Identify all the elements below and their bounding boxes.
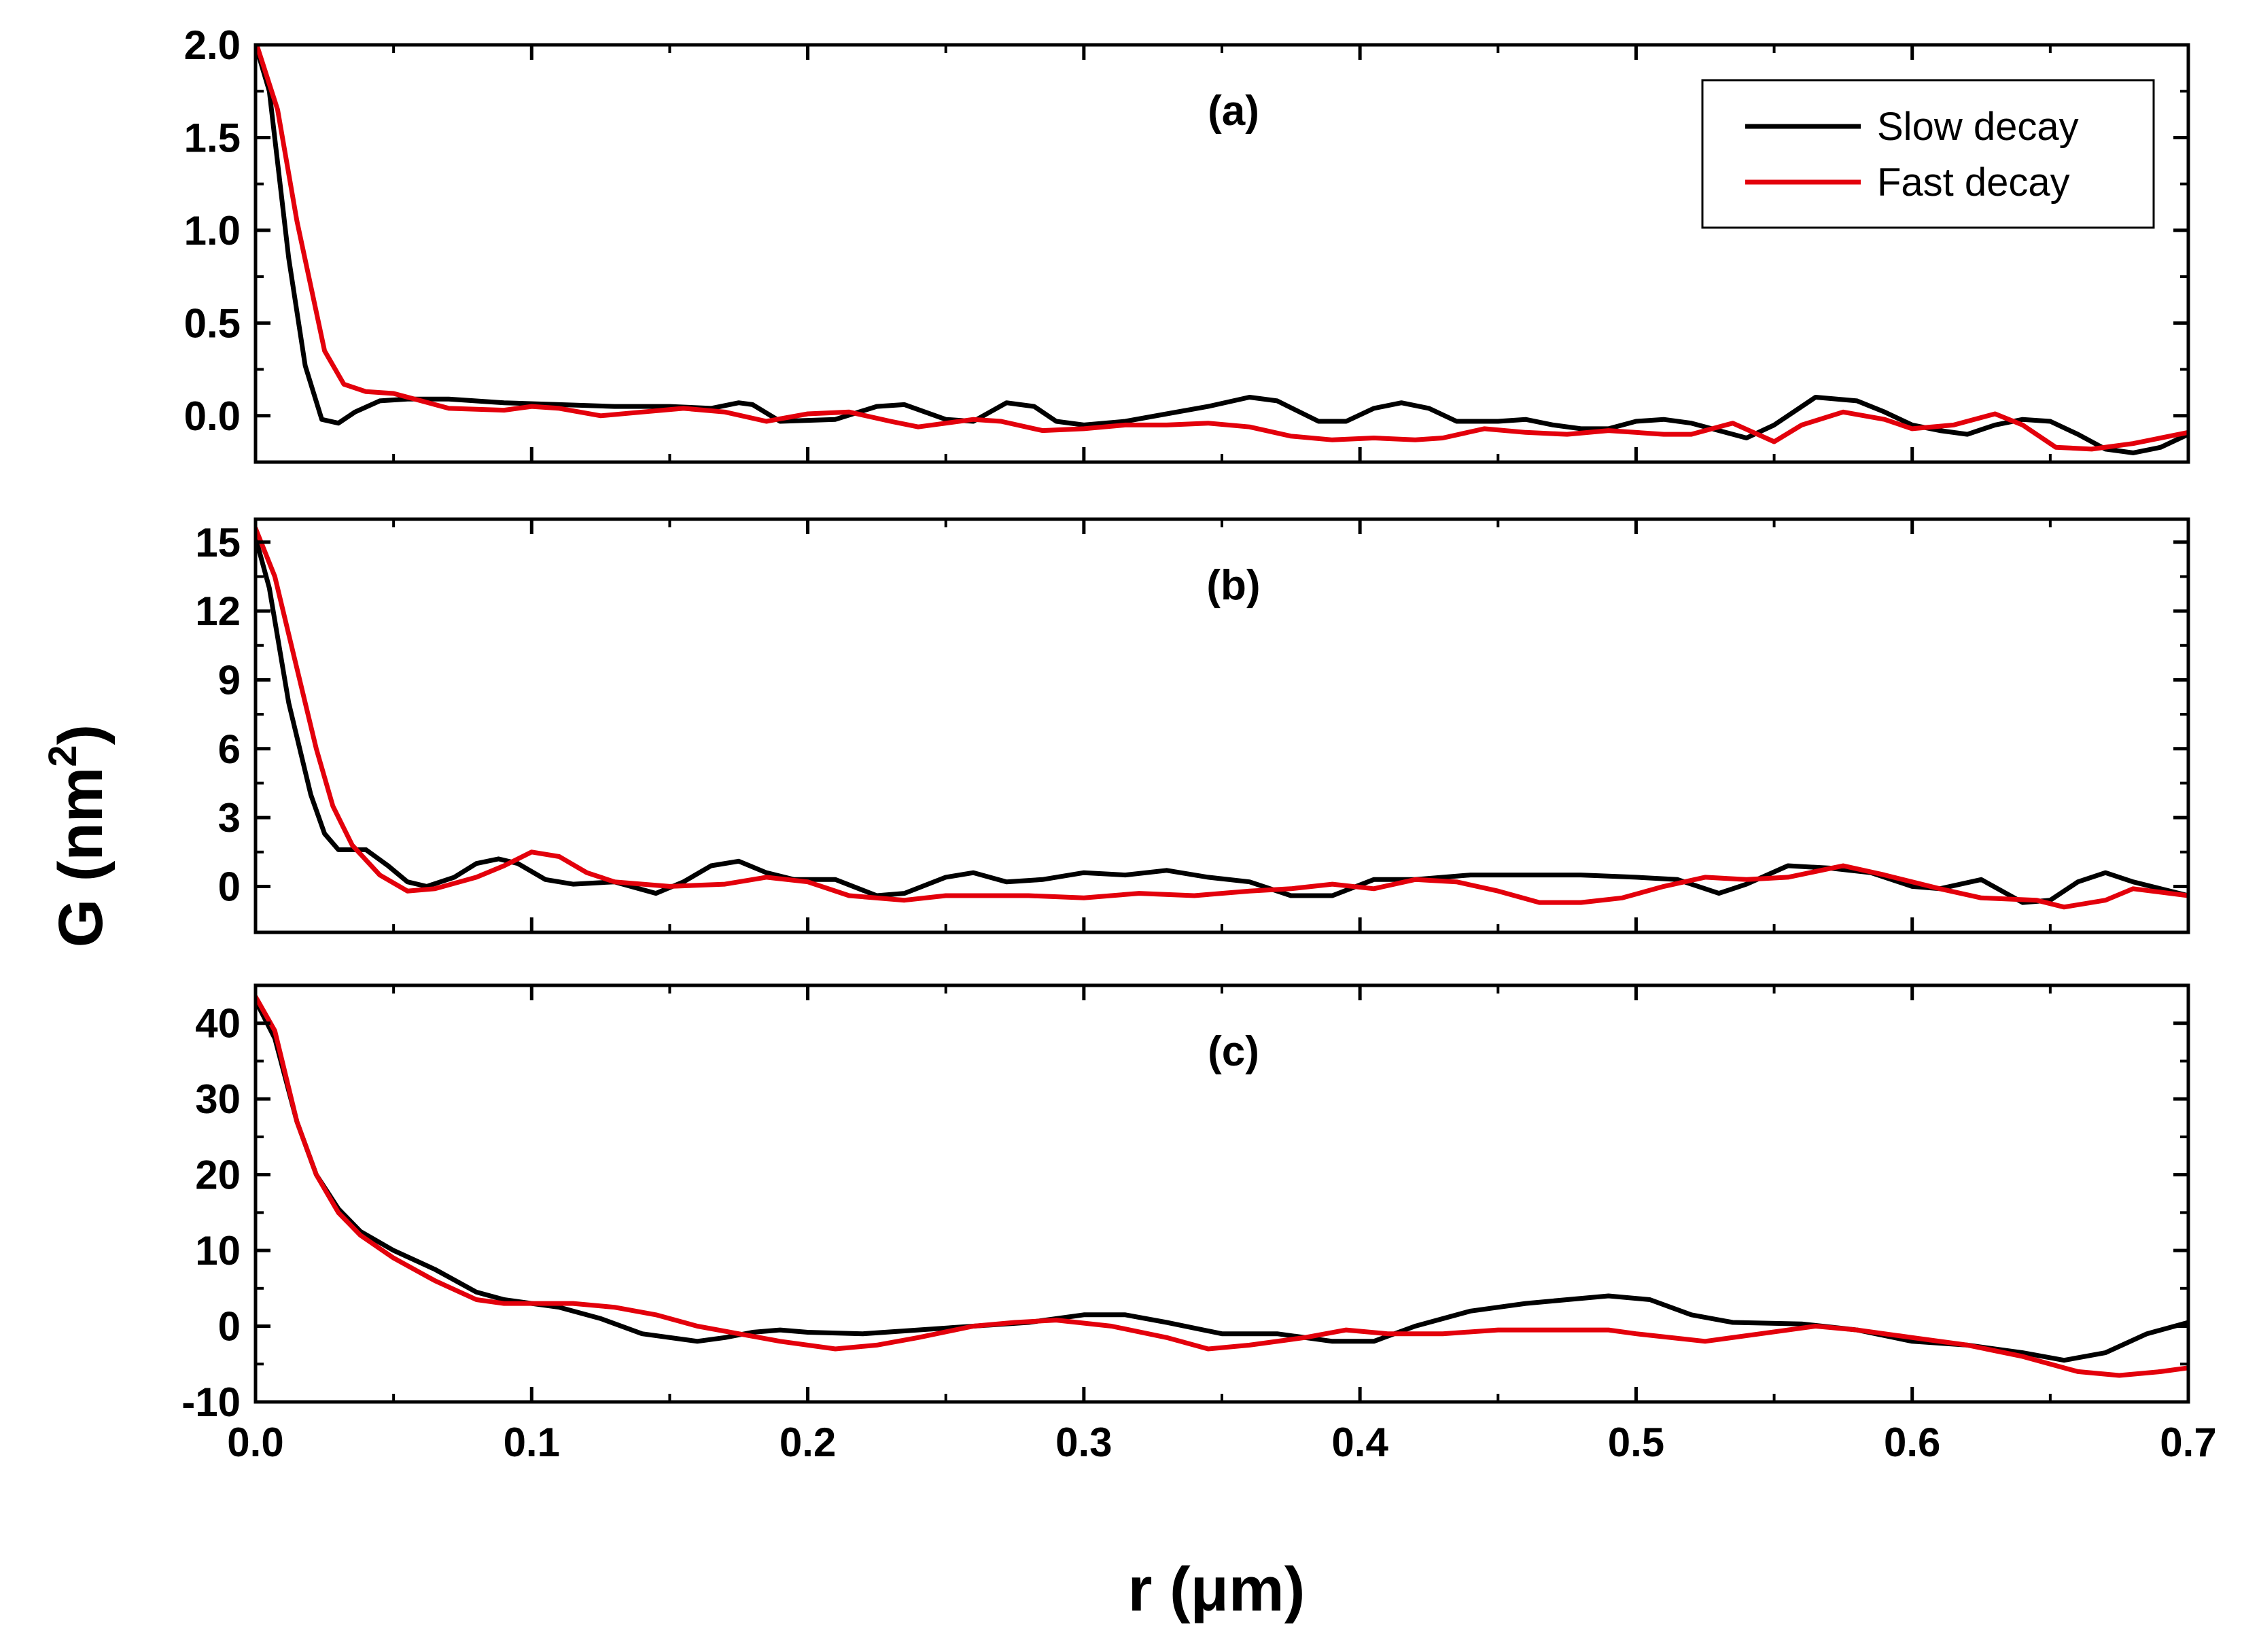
y-tick-label: 3 (218, 795, 241, 841)
y-tick-label: 12 (195, 588, 241, 634)
y-tick-label: 15 (195, 520, 241, 565)
panel-label: (c) (1208, 1028, 1259, 1075)
y-tick-label: 0.0 (184, 393, 241, 439)
series-line-slow-decay (256, 535, 2188, 905)
y-tick-label: 1.5 (184, 115, 241, 160)
series-line-fast-decay (256, 994, 2188, 1378)
panel-label: (b) (1206, 562, 1260, 609)
y-tick-label: 0 (218, 1304, 241, 1350)
panels: 0.0 0.5 1.0 1.5 2.0 (a) Slow decay Fast decay 0 3… (181, 22, 2216, 1465)
panel-2: -10 0 10 20 30 40 (c) 0.0 0.1 0.2 0.3 0.4 0.5 0.6 0.7 (181, 983, 2217, 1465)
y-tick-label: 10 (195, 1228, 241, 1273)
x-tick-label: 0.2 (780, 1420, 836, 1465)
panel-1: 0 3 6 9 12 15 (b) (195, 517, 2190, 934)
y-tick-label: 40 (195, 1001, 241, 1047)
y-axis-title-superscript: 2 (41, 745, 85, 767)
panel-label: (a) (1208, 88, 1259, 135)
y-tick-label: -10 (181, 1379, 241, 1425)
series-line-slow-decay (256, 45, 2188, 455)
y-tick-label: 9 (218, 657, 241, 703)
x-tick-label: 0.4 (1331, 1420, 1388, 1465)
legend-label: Fast decay (1877, 160, 2070, 205)
legend-label: Slow decay (1877, 105, 2079, 149)
y-tick-label: 2.0 (184, 22, 241, 68)
y-axis-title-close: ) (46, 724, 116, 745)
legend: Slow decay Fast decay (1701, 79, 2155, 229)
y-tick-label: 0.5 (184, 300, 241, 346)
y-tick-label: 20 (195, 1153, 241, 1198)
legend-box (1701, 79, 2155, 229)
y-tick-label: 1.0 (184, 208, 241, 253)
y-axis-title: G (nm2) (41, 724, 116, 948)
x-tick-label: 0.7 (2160, 1420, 2216, 1465)
series-line-fast-decay (256, 526, 2188, 910)
y-tick-label: 30 (195, 1076, 241, 1122)
x-tick-label: 0.5 (1608, 1420, 1664, 1465)
y-tick-label: 6 (218, 726, 241, 772)
y-axis-title-main: G (nm (46, 767, 116, 948)
panel-0: 0.0 0.5 1.0 1.5 2.0 (a) Slow decay Fast decay (184, 22, 2190, 464)
y-tick-label: 0 (218, 864, 241, 909)
x-tick-label: 0.3 (1055, 1420, 1112, 1465)
x-tick-label: 0.1 (504, 1420, 560, 1465)
series-line-fast-decay (256, 45, 2188, 452)
x-tick-label: 0.0 (227, 1420, 283, 1465)
x-axis-title: r (μm) (1128, 1555, 1306, 1624)
x-tick-label: 0.6 (1884, 1420, 1940, 1465)
